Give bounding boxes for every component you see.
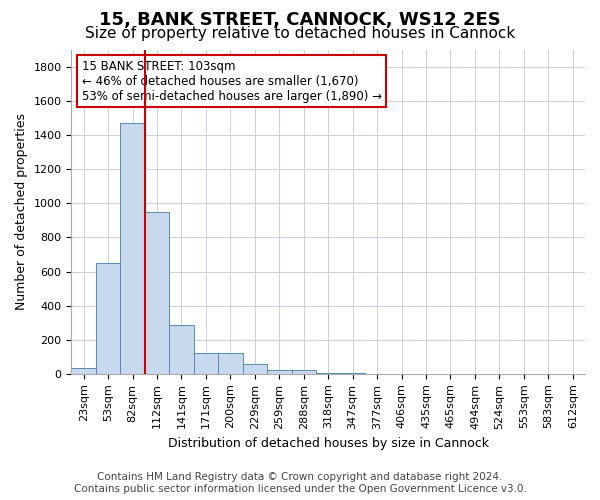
Y-axis label: Number of detached properties: Number of detached properties <box>15 114 28 310</box>
Bar <box>242 364 267 374</box>
Text: 15 BANK STREET: 103sqm
← 46% of detached houses are smaller (1,670)
53% of semi-: 15 BANK STREET: 103sqm ← 46% of detached… <box>82 60 382 102</box>
Bar <box>316 373 340 374</box>
Bar <box>267 370 292 374</box>
X-axis label: Distribution of detached houses by size in Cannock: Distribution of detached houses by size … <box>168 437 489 450</box>
Bar <box>121 124 145 374</box>
Bar <box>292 370 316 374</box>
Bar <box>169 325 194 374</box>
Bar <box>194 354 218 374</box>
Text: Size of property relative to detached houses in Cannock: Size of property relative to detached ho… <box>85 26 515 41</box>
Bar <box>218 354 242 374</box>
Text: Contains HM Land Registry data © Crown copyright and database right 2024.
Contai: Contains HM Land Registry data © Crown c… <box>74 472 526 494</box>
Text: 15, BANK STREET, CANNOCK, WS12 2ES: 15, BANK STREET, CANNOCK, WS12 2ES <box>99 12 501 30</box>
Bar <box>145 212 169 374</box>
Bar <box>340 373 365 374</box>
Bar <box>71 368 96 374</box>
Bar <box>96 263 121 374</box>
